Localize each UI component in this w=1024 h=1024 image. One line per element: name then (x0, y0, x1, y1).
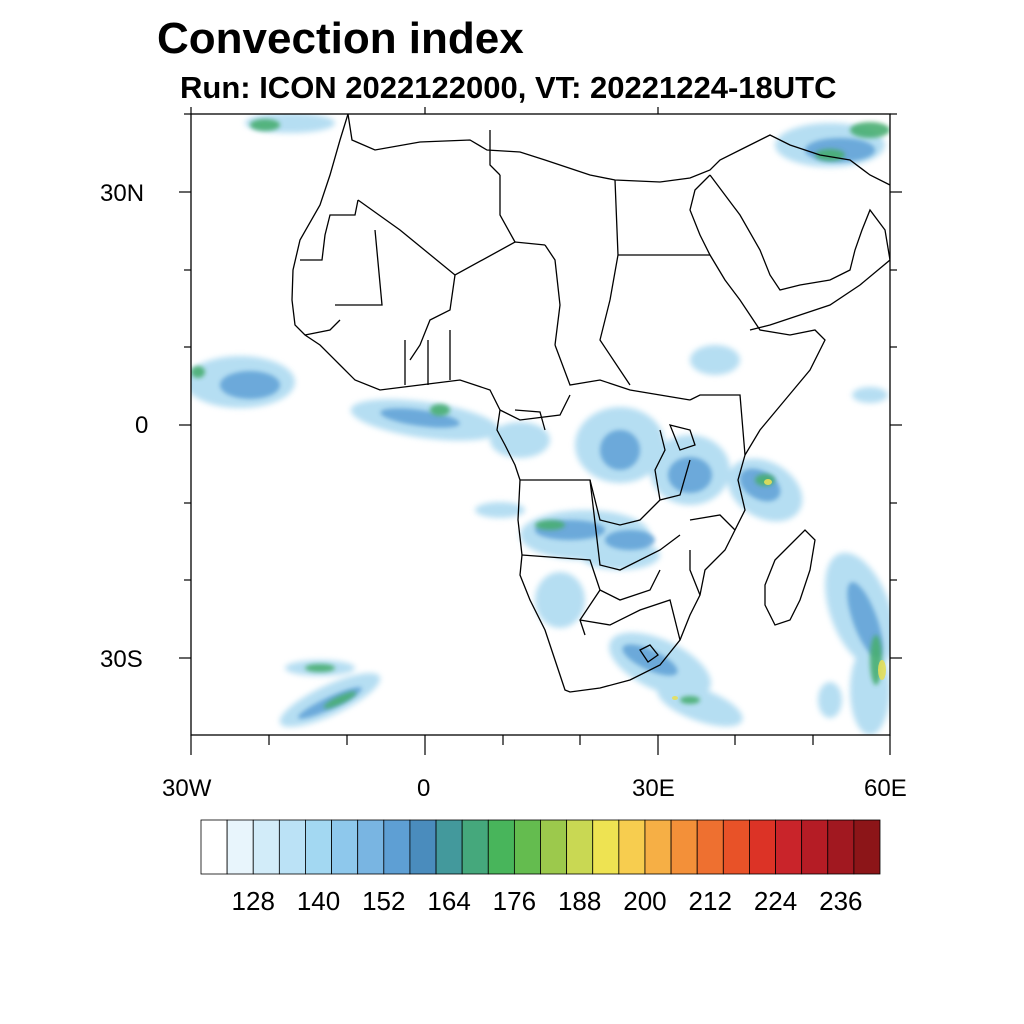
colorbar-swatch (775, 819, 803, 875)
lon-label-60e: 60E (864, 775, 907, 802)
colorbar-swatch (487, 819, 515, 875)
lat-ticks (179, 113, 902, 659)
colorbar-swatch (357, 819, 385, 875)
colorbar-swatch (540, 819, 568, 875)
lat-label-0: 0 (135, 412, 149, 439)
colorbar-label: 152 (362, 886, 406, 916)
lon-label-0: 0 (417, 775, 431, 802)
map-subtitle: Run: ICON 2022122000, VT: 20221224-18UTC (180, 70, 837, 105)
colorbar-swatch (200, 819, 228, 875)
coastlines-and-borders (291, 114, 890, 693)
lon-label-30w: 30W (162, 775, 212, 802)
lon-label-30e: 30E (632, 775, 675, 802)
colorbar-swatch (644, 819, 672, 875)
colorbar-swatch (383, 819, 411, 875)
colorbar-swatch (226, 819, 254, 875)
lon-ticks (190, 107, 891, 755)
colorbar-label: 212 (688, 886, 732, 916)
colorbar-swatch (853, 819, 881, 875)
lat-label-30s: 30S (100, 646, 143, 673)
colorbar-swatch (827, 819, 855, 875)
plot-frame (190, 113, 891, 736)
map-title: Convection index (157, 14, 524, 63)
colorbar-swatch (278, 819, 306, 875)
lat-label-30n: 30N (100, 180, 145, 207)
colorbar-label: 140 (296, 886, 341, 916)
colorbar-swatch (461, 819, 489, 875)
colorbar-swatch (722, 819, 750, 875)
colorbar-label: 200 (623, 886, 667, 916)
colorbar-swatch (592, 819, 620, 875)
colorbar-label: 188 (557, 886, 602, 916)
convection-field (191, 114, 890, 735)
colorbar-swatch (801, 819, 829, 875)
colorbar-swatch (749, 819, 776, 875)
colorbar-swatch (331, 819, 359, 875)
colorbar-swatch (566, 819, 594, 875)
colorbar-swatch (252, 819, 280, 875)
colorbar-label: 176 (492, 886, 537, 916)
colorbar (200, 819, 881, 875)
colorbar-swatch (409, 819, 437, 875)
colorbar-swatch (696, 819, 724, 875)
colorbar-label: 128 (231, 886, 275, 916)
colorbar-swatch (618, 819, 646, 875)
colorbar-label: 164 (427, 886, 471, 916)
colorbar-swatch (435, 819, 463, 875)
colorbar-swatch (513, 819, 541, 875)
colorbar-swatch (305, 819, 332, 875)
colorbar-label: 236 (819, 886, 863, 916)
colorbar-label: 224 (753, 886, 798, 916)
colorbar-swatch (670, 819, 698, 875)
